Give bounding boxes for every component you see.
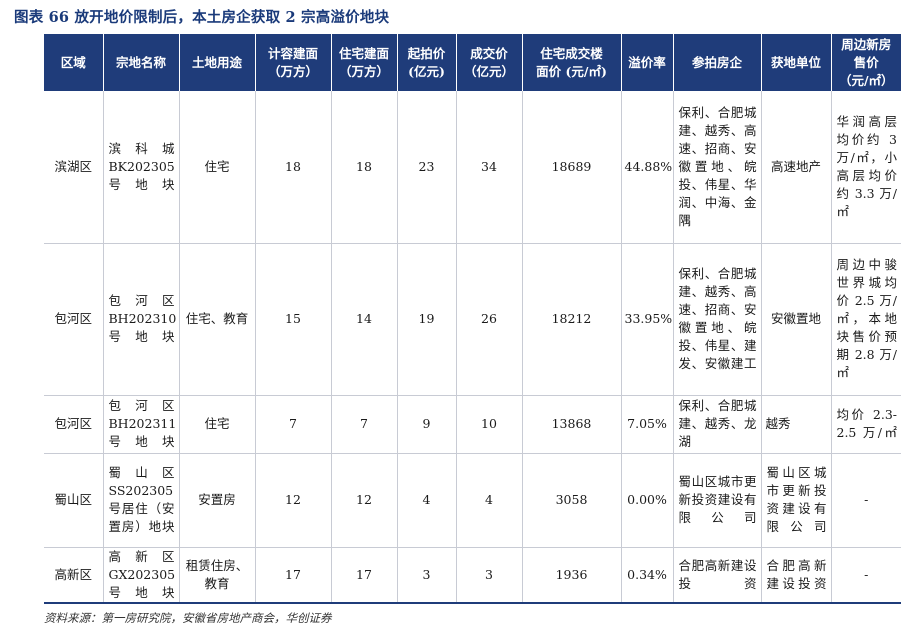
cell-winner: 合肥高新建设投资 — [761, 547, 832, 604]
cell-nearby: 周边中骏世界城均价 2.5 万/㎡，本地块售价预期 2.8 万/㎡ — [831, 243, 901, 396]
cell-res-gfa: 14 — [331, 243, 398, 396]
cell-gfa: 7 — [255, 395, 332, 454]
header-area: 区域 — [44, 34, 104, 91]
cell-winner: 高速地产 — [761, 91, 832, 244]
table-row: 滨湖区 滨 科 城 BK202305 号地块 住宅 18 18 23 34 18… — [44, 91, 901, 244]
header-residential-gfa: 住宅建面 （万方） — [331, 34, 398, 91]
cell-parcel: 高 新 区 GX202305 号地块 — [103, 547, 180, 604]
cell-use: 住宅 — [179, 91, 256, 244]
cell-parcel: 滨 科 城 BK202305 号地块 — [103, 91, 180, 244]
cell-start-price: 19 — [397, 243, 457, 396]
cell-bidders: 保利、合肥城建、越秀、龙湖 — [673, 395, 762, 454]
cell-res-gfa: 7 — [331, 395, 398, 454]
cell-area: 高新区 — [44, 547, 104, 604]
cell-area: 包河区 — [44, 243, 104, 396]
table-row: 高新区 高 新 区 GX202305 号地块 租赁住房、教育 17 17 3 3… — [44, 547, 901, 604]
cell-nearby: - — [831, 547, 901, 604]
cell-use: 租赁住房、教育 — [179, 547, 256, 604]
table-row: 蜀山区 蜀 山 区 SS202305 号居住（安置房）地块 安置房 12 12 … — [44, 453, 901, 548]
cell-gfa: 12 — [255, 453, 332, 548]
cell-bidders: 蜀山区城市更新投资建设有限公司 — [673, 453, 762, 548]
cell-deal-price: 4 — [456, 453, 523, 548]
header-land-use: 土地用途 — [179, 34, 256, 91]
cell-nearby: - — [831, 453, 901, 548]
cell-use: 安置房 — [179, 453, 256, 548]
cell-gfa: 17 — [255, 547, 332, 604]
cell-deal-price: 10 — [456, 395, 523, 454]
land-auction-table-container: 区域 宗地名称 土地用途 计容建面 （万方） 住宅建面 （万方） 起拍价 (亿元) 成… — [44, 34, 901, 604]
header-nearby-price: 周边新房 售价 （元/㎡） — [831, 34, 901, 91]
cell-use: 住宅、教育 — [179, 243, 256, 396]
header-starting-price: 起拍价 (亿元) — [397, 34, 457, 91]
cell-res-gfa: 12 — [331, 453, 398, 548]
cell-bidders: 保利、合肥城建、越秀、高速、招商、安徽置地、皖投、伟星、建发、安徽建工 — [673, 243, 762, 396]
cell-parcel: 蜀 山 区 SS202305 号居住（安置房）地块 — [103, 453, 180, 548]
cell-start-price: 9 — [397, 395, 457, 454]
cell-floor-price: 1936 — [522, 547, 622, 604]
cell-premium: 7.05% — [621, 395, 674, 454]
cell-deal-price: 34 — [456, 91, 523, 244]
header-winner: 获地单位 — [761, 34, 832, 91]
cell-premium: 44.88% — [621, 91, 674, 244]
cell-start-price: 4 — [397, 453, 457, 548]
cell-premium: 33.95% — [621, 243, 674, 396]
table-row: 包河区 包 河 区 BH202311 号地块 住宅 7 7 9 10 13868… — [44, 395, 901, 454]
header-deal-price: 成交价 （亿元） — [456, 34, 523, 91]
table-header-row: 区域 宗地名称 土地用途 计容建面 （万方） 住宅建面 （万方） 起拍价 (亿元) 成… — [44, 34, 901, 91]
header-parcel-name: 宗地名称 — [103, 34, 180, 91]
cell-premium: 0.00% — [621, 453, 674, 548]
cell-area: 包河区 — [44, 395, 104, 454]
cell-parcel: 包 河 区 BH202311 号地块 — [103, 395, 180, 454]
cell-floor-price: 18212 — [522, 243, 622, 396]
cell-area: 滨湖区 — [44, 91, 104, 244]
header-gfa: 计容建面 （万方） — [255, 34, 332, 91]
cell-floor-price: 13868 — [522, 395, 622, 454]
cell-use: 住宅 — [179, 395, 256, 454]
header-floor-price: 住宅成交楼 面价 (元/㎡) — [522, 34, 622, 91]
cell-winner: 越秀 — [761, 395, 832, 454]
cell-start-price: 23 — [397, 91, 457, 244]
cell-parcel: 包 河 区 BH202310 号地块 — [103, 243, 180, 396]
header-bidders: 参拍房企 — [673, 34, 762, 91]
table-row: 包河区 包 河 区 BH202310 号地块 住宅、教育 15 14 19 26… — [44, 243, 901, 396]
land-auction-table: 区域 宗地名称 土地用途 计容建面 （万方） 住宅建面 （万方） 起拍价 (亿元) 成… — [44, 34, 901, 604]
cell-deal-price: 26 — [456, 243, 523, 396]
cell-gfa: 18 — [255, 91, 332, 244]
cell-res-gfa: 17 — [331, 547, 398, 604]
cell-premium: 0.34% — [621, 547, 674, 604]
cell-winner: 安徽置地 — [761, 243, 832, 396]
header-premium-rate: 溢价率 — [621, 34, 674, 91]
cell-bidders: 保利、合肥城建、越秀、高速、招商、安徽置地、皖投、伟星、华润、中海、金隅 — [673, 91, 762, 244]
cell-nearby: 华润高层均价约 3 万/㎡，小高层均价约 3.3 万/㎡ — [831, 91, 901, 244]
cell-area: 蜀山区 — [44, 453, 104, 548]
figure-title: 图表 66 放开地价限制后，本土房企获取 2 宗高溢价地块 — [14, 9, 390, 26]
cell-floor-price: 18689 — [522, 91, 622, 244]
cell-deal-price: 3 — [456, 547, 523, 604]
cell-winner: 蜀山区城市更新投资建设有限公司 — [761, 453, 832, 548]
cell-nearby: 均价 2.3-2.5 万/㎡ — [831, 395, 901, 454]
cell-gfa: 15 — [255, 243, 332, 396]
cell-floor-price: 3058 — [522, 453, 622, 548]
cell-start-price: 3 — [397, 547, 457, 604]
cell-bidders: 合肥高新建设投资 — [673, 547, 762, 604]
cell-res-gfa: 18 — [331, 91, 398, 244]
source-note: 资料来源：第一房研究院，安徽省房地产商会，华创证券 — [44, 611, 332, 625]
